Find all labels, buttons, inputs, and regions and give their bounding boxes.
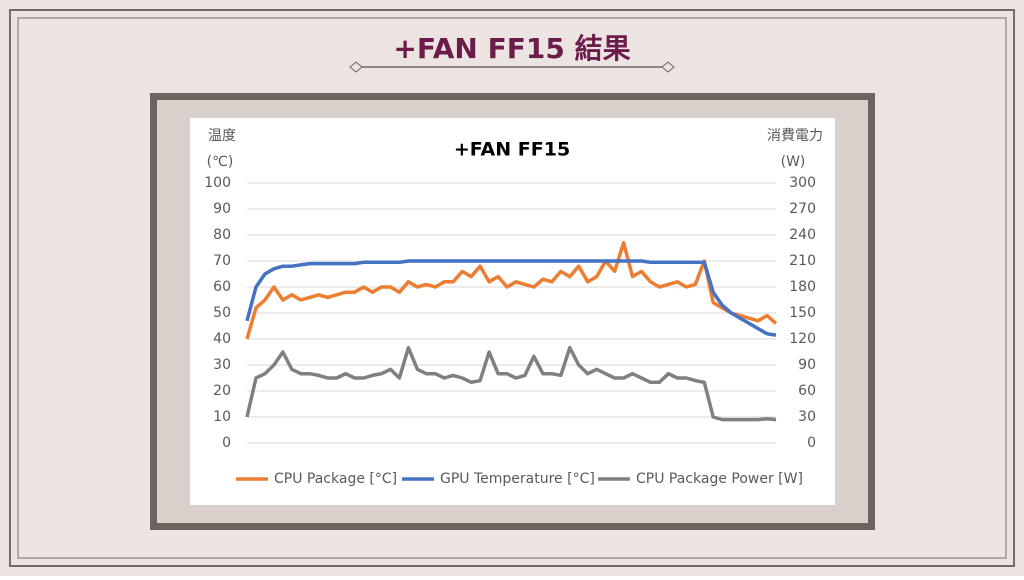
y-tick-label: 30 <box>213 357 231 373</box>
chart-title: +FAN FF15 <box>454 139 570 161</box>
y2-axis-label: (W) <box>781 154 806 170</box>
y2-tick-label: 60 <box>798 383 816 399</box>
y-tick-label: 40 <box>213 331 231 347</box>
y-tick-label: 90 <box>213 201 231 217</box>
y2-axis-label: 消費電力 <box>767 128 823 144</box>
y2-tick-label: 270 <box>789 201 816 217</box>
series-line <box>245 345 777 422</box>
series-line <box>245 259 777 337</box>
chart-area <box>190 118 835 505</box>
y2-tick-label: 90 <box>798 357 816 373</box>
y-tick-label: 20 <box>213 383 231 399</box>
chart: +FAN FF15 温度 (℃) 消費電力 (W) 0 10 20 30 40 50 60 7… <box>204 128 823 487</box>
y-axis-label: (℃) <box>207 154 234 170</box>
y2-tick-label: 0 <box>807 435 816 451</box>
y-axis-label: 温度 <box>208 128 236 144</box>
y2-tick-label: 180 <box>789 279 816 295</box>
y-tick-label: 60 <box>213 279 231 295</box>
y2-tick-label: 120 <box>789 331 816 347</box>
slide-title: +FAN FF15 結果 <box>393 32 630 65</box>
title-ornament <box>349 61 675 73</box>
series-line <box>245 241 778 340</box>
y2-tick-label: 240 <box>789 227 816 243</box>
frame-inner <box>17 17 1007 559</box>
frame <box>9 9 1015 567</box>
y2-tick-label: 150 <box>789 305 816 321</box>
y-tick-label: 80 <box>213 227 231 243</box>
y-tick-label: 0 <box>222 435 231 451</box>
legend-label: CPU Package Power [W] <box>636 471 803 487</box>
y2-tick-label: 210 <box>789 253 816 269</box>
legend-label: CPU Package [°C] <box>274 471 397 487</box>
y2-tick-label: 30 <box>798 409 816 425</box>
y-tick-label: 100 <box>204 175 231 191</box>
y-tick-label: 70 <box>213 253 231 269</box>
legend-label: GPU Temperature [°C] <box>440 471 595 487</box>
y-tick-label: 50 <box>213 305 231 321</box>
y-tick-label: 10 <box>213 409 231 425</box>
y2-tick-label: 300 <box>789 175 816 191</box>
